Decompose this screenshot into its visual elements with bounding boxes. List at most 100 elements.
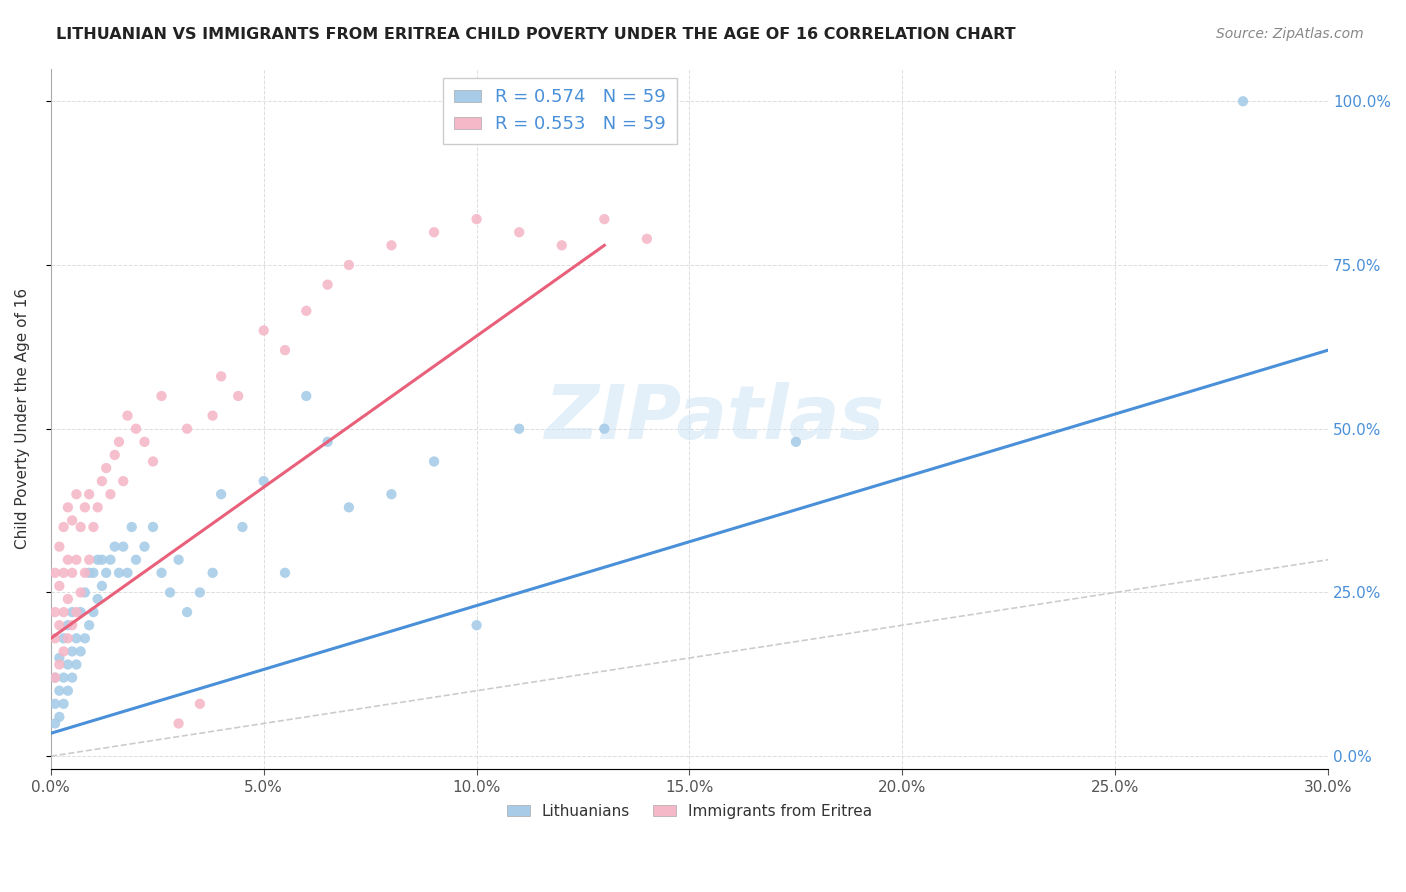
Point bbox=[253, 474, 276, 488]
Point bbox=[52, 671, 75, 685]
Point bbox=[100, 552, 122, 566]
Point bbox=[69, 644, 91, 658]
Point bbox=[86, 552, 108, 566]
Point bbox=[44, 605, 66, 619]
Point bbox=[159, 585, 181, 599]
Point bbox=[73, 585, 96, 599]
Point bbox=[69, 585, 91, 599]
Point bbox=[150, 566, 173, 580]
Point bbox=[73, 500, 96, 515]
Point bbox=[337, 500, 360, 515]
Point bbox=[86, 592, 108, 607]
Point bbox=[56, 657, 79, 672]
Point bbox=[465, 618, 488, 632]
Point bbox=[1232, 95, 1254, 109]
Point bbox=[117, 566, 139, 580]
Point bbox=[209, 369, 232, 384]
Point bbox=[77, 566, 100, 580]
Point bbox=[226, 389, 249, 403]
Point bbox=[231, 520, 253, 534]
Point bbox=[77, 552, 100, 566]
Point bbox=[176, 422, 198, 436]
Point bbox=[82, 605, 104, 619]
Point bbox=[60, 644, 83, 658]
Text: LITHUANIAN VS IMMIGRANTS FROM ERITREA CHILD POVERTY UNDER THE AGE OF 16 CORRELAT: LITHUANIAN VS IMMIGRANTS FROM ERITREA CH… bbox=[56, 27, 1017, 42]
Point bbox=[52, 697, 75, 711]
Point bbox=[508, 422, 530, 436]
Text: Source: ZipAtlas.com: Source: ZipAtlas.com bbox=[1216, 27, 1364, 41]
Point bbox=[48, 657, 70, 672]
Point bbox=[56, 592, 79, 607]
Point bbox=[56, 552, 79, 566]
Point bbox=[201, 409, 224, 423]
Point bbox=[274, 566, 297, 580]
Point bbox=[380, 487, 402, 501]
Point bbox=[60, 513, 83, 527]
Point bbox=[316, 277, 339, 292]
Point bbox=[134, 434, 156, 449]
Point bbox=[150, 389, 173, 403]
Point bbox=[108, 566, 131, 580]
Point bbox=[65, 487, 87, 501]
Point bbox=[188, 697, 211, 711]
Point bbox=[82, 566, 104, 580]
Point bbox=[90, 579, 112, 593]
Point bbox=[90, 474, 112, 488]
Point bbox=[551, 238, 574, 252]
Point bbox=[65, 657, 87, 672]
Point bbox=[337, 258, 360, 272]
Point bbox=[86, 500, 108, 515]
Point bbox=[142, 454, 165, 468]
Point bbox=[60, 671, 83, 685]
Point bbox=[44, 671, 66, 685]
Point bbox=[125, 422, 148, 436]
Point bbox=[73, 566, 96, 580]
Point bbox=[142, 520, 165, 534]
Point bbox=[65, 605, 87, 619]
Point bbox=[52, 566, 75, 580]
Point bbox=[69, 605, 91, 619]
Point bbox=[44, 566, 66, 580]
Point bbox=[380, 238, 402, 252]
Point bbox=[44, 716, 66, 731]
Point bbox=[52, 644, 75, 658]
Point bbox=[69, 520, 91, 534]
Point bbox=[316, 434, 339, 449]
Point bbox=[48, 618, 70, 632]
Point bbox=[295, 303, 318, 318]
Point bbox=[295, 389, 318, 403]
Point bbox=[52, 520, 75, 534]
Point bbox=[60, 605, 83, 619]
Point bbox=[274, 343, 297, 358]
Point bbox=[56, 500, 79, 515]
Point bbox=[593, 212, 616, 227]
Point bbox=[121, 520, 143, 534]
Point bbox=[117, 409, 139, 423]
Legend: Lithuanians, Immigrants from Eritrea: Lithuanians, Immigrants from Eritrea bbox=[501, 797, 879, 825]
Point bbox=[96, 461, 118, 475]
Point bbox=[104, 540, 127, 554]
Point bbox=[73, 632, 96, 646]
Point bbox=[82, 520, 104, 534]
Point bbox=[253, 324, 276, 338]
Point bbox=[188, 585, 211, 599]
Point bbox=[423, 454, 446, 468]
Point bbox=[48, 651, 70, 665]
Point bbox=[636, 232, 658, 246]
Point bbox=[90, 552, 112, 566]
Point bbox=[465, 212, 488, 227]
Point bbox=[52, 632, 75, 646]
Point bbox=[209, 487, 232, 501]
Point bbox=[56, 683, 79, 698]
Point bbox=[593, 422, 616, 436]
Point bbox=[44, 632, 66, 646]
Point bbox=[112, 474, 135, 488]
Point bbox=[100, 487, 122, 501]
Point bbox=[134, 540, 156, 554]
Point bbox=[65, 632, 87, 646]
Point bbox=[201, 566, 224, 580]
Point bbox=[508, 225, 530, 239]
Point bbox=[108, 434, 131, 449]
Point bbox=[785, 434, 807, 449]
Point bbox=[48, 540, 70, 554]
